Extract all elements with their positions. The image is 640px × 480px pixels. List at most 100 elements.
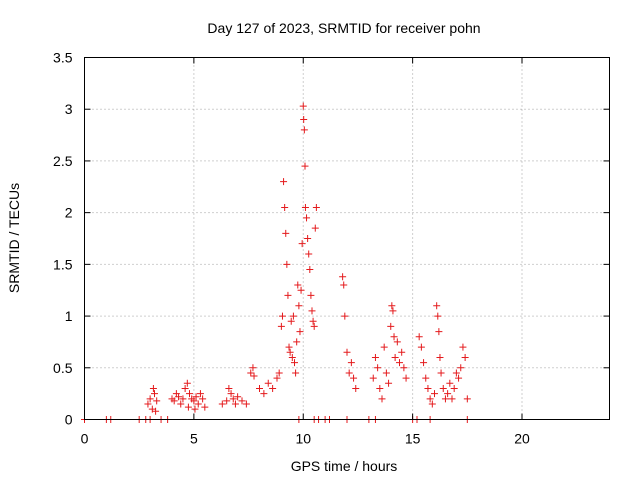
data-point [341,312,349,320]
data-point [374,364,382,372]
data-point [307,291,315,299]
data-point [192,393,200,401]
data-point [308,307,316,315]
data-point [371,353,379,361]
data-point [297,286,305,294]
data-point [309,317,317,325]
data-point [283,260,291,268]
data-point [343,348,351,356]
data-point [420,359,428,367]
data-point [231,400,239,408]
data-point [291,359,298,367]
data-point [389,307,397,315]
data-point [457,364,465,372]
data-point [181,384,189,392]
data-point [149,384,157,392]
data-points [81,102,471,423]
data-point [305,250,313,258]
data-point [450,384,458,392]
data-point [311,224,319,232]
data-point [310,322,318,330]
data-point [288,353,296,361]
y-tick-label: 2.5 [53,153,73,169]
data-point [175,393,183,401]
data-point [298,240,306,248]
data-point [275,369,283,377]
data-point [281,203,289,211]
data-point [296,328,304,336]
data-point [434,312,442,320]
data-point [301,203,309,211]
data-point [146,395,154,403]
y-axis-label: SRMTID / TECUs [6,183,22,293]
data-point [306,266,314,274]
data-point [227,390,235,398]
data-point [284,291,292,299]
data-point [260,390,268,398]
data-point [249,364,257,372]
data-point [369,374,377,382]
data-point [280,178,288,186]
data-point [452,369,460,377]
axes-ticks: 0 5 10 15 20 0 0.5 1 1.5 2 2.5 3 3.5 [53,50,610,447]
data-point [199,395,207,403]
data-point [286,348,294,356]
x-axis-label: GPS time / hours [291,458,398,474]
data-point [424,384,432,392]
data-point [437,369,445,377]
grid [84,57,610,420]
data-point [225,384,233,392]
data-point [415,333,423,341]
data-point [382,369,390,377]
data-point [264,379,272,387]
data-point [422,374,430,382]
data-point [390,333,398,341]
y-tick-label: 2 [65,205,73,221]
data-point [223,397,231,405]
data-point [177,400,185,408]
data-point [201,403,209,411]
data-point [238,397,246,405]
data-point [273,374,281,382]
data-point [194,400,202,408]
x-tick-label: 15 [405,431,421,447]
data-point [191,405,199,413]
data-point [436,353,444,361]
data-point [347,359,355,367]
data-point [186,390,193,398]
data-point [289,312,297,320]
data-point [428,400,436,408]
data-point [304,235,312,242]
data-point [400,364,408,372]
data-point [352,384,360,392]
data-point [300,126,308,134]
data-point [152,407,160,415]
data-point [441,395,449,403]
data-point [170,397,178,405]
data-point [153,397,161,405]
data-point [293,338,301,346]
data-point [269,384,277,392]
data-point [292,369,300,377]
data-point [300,116,308,124]
data-point [295,302,303,310]
data-point [350,374,358,382]
data-point [446,379,454,387]
x-tick-label: 5 [190,431,198,447]
data-point [396,359,403,367]
data-point [303,214,311,222]
data-point [455,374,463,382]
data-point [256,384,263,392]
y-tick-label: 0.5 [53,360,73,376]
data-point [444,390,452,398]
data-point [398,348,406,356]
data-point [247,369,255,377]
data-point [250,372,258,380]
data-point [183,379,191,387]
data-point [151,390,158,398]
data-point [196,390,204,398]
data-point [388,302,396,310]
data-point [179,395,187,403]
data-point [278,312,286,320]
